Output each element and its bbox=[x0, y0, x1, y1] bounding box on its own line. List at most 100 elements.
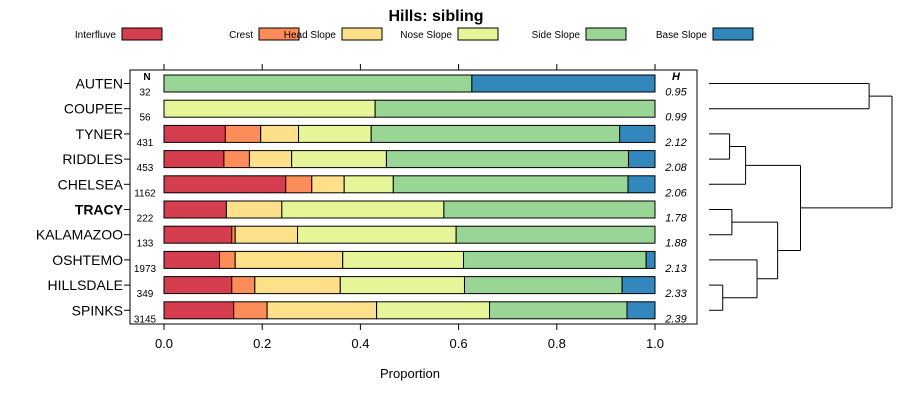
h-value: 2.39 bbox=[664, 313, 686, 325]
bar-segment-nose-slope bbox=[342, 250, 465, 269]
bar-segment-nose-slope bbox=[281, 200, 445, 219]
n-value: 3145 bbox=[134, 314, 157, 325]
n-value: 222 bbox=[137, 214, 154, 225]
bar-segment-nose-slope bbox=[291, 150, 387, 169]
x-tick-label: 0.0 bbox=[155, 336, 173, 351]
bar-segment-base-slope bbox=[627, 175, 656, 194]
dendrogram bbox=[709, 83, 893, 311]
h-value: 2.06 bbox=[664, 187, 687, 199]
bar-segment-head-slope bbox=[248, 150, 293, 169]
legend-swatch bbox=[457, 27, 499, 41]
legend-item-nose-slope: Nose Slope bbox=[400, 27, 499, 41]
bar-segment-crest bbox=[223, 150, 250, 169]
legend-label: Head Slope bbox=[284, 30, 337, 41]
bar-segment-side-slope bbox=[443, 200, 656, 219]
n-value: 1162 bbox=[134, 188, 156, 199]
bar-segment-head-slope bbox=[260, 124, 300, 143]
legend-swatch bbox=[712, 27, 754, 41]
n-value: 453 bbox=[137, 163, 154, 174]
bar-segment-side-slope bbox=[374, 99, 656, 118]
category-label: KALAMAZOO bbox=[36, 227, 123, 243]
bar-segment-interfluve bbox=[163, 200, 227, 219]
legend-item-crest: Crest bbox=[229, 27, 300, 41]
bar-segment-head-slope bbox=[266, 301, 378, 320]
bar-segment-side-slope bbox=[370, 124, 621, 143]
bar-segment-head-slope bbox=[225, 200, 283, 219]
h-value: 2.12 bbox=[664, 137, 686, 149]
bar-segment-nose-slope bbox=[376, 301, 491, 320]
bar-segment-interfluve bbox=[163, 124, 226, 143]
bar-segment-interfluve bbox=[163, 301, 235, 320]
bar-segment-side-slope bbox=[163, 74, 473, 93]
bar-segment-head-slope bbox=[234, 225, 299, 244]
n-value: 133 bbox=[137, 239, 154, 250]
h-value: 2.08 bbox=[664, 162, 687, 174]
category-label: OSHTEMO bbox=[52, 252, 123, 268]
bar-segment-base-slope bbox=[621, 276, 656, 295]
legend: Interfluve Crest Head Slope Nose Slope Side … bbox=[75, 27, 754, 41]
x-tick-label: 0.8 bbox=[548, 336, 566, 351]
legend-label: Side Slope bbox=[532, 30, 581, 41]
category-label: RIDDLES bbox=[62, 151, 123, 167]
bar-segment-crest bbox=[233, 301, 268, 320]
legend-swatch bbox=[121, 27, 163, 41]
bar-segment-interfluve bbox=[163, 250, 220, 269]
bar-segment-crest bbox=[285, 175, 313, 194]
bar-segment-crest bbox=[224, 124, 262, 143]
x-tick-label: 0.6 bbox=[450, 336, 468, 351]
h-value: 2.13 bbox=[664, 263, 687, 275]
h-value: 0.99 bbox=[665, 112, 686, 124]
category-label: AUTEN bbox=[76, 76, 123, 92]
bar-segment-interfluve bbox=[163, 276, 233, 295]
h-value: 0.95 bbox=[665, 87, 687, 99]
bar-segment-base-slope bbox=[627, 150, 656, 169]
bar-segment-head-slope bbox=[234, 250, 344, 269]
bar-segment-interfluve bbox=[163, 225, 233, 244]
h-header: H bbox=[672, 71, 681, 83]
bar-segment-nose-slope bbox=[298, 124, 372, 143]
h-value: 1.78 bbox=[665, 213, 687, 225]
bar-segment-base-slope bbox=[626, 301, 656, 320]
bar-segment-interfluve bbox=[163, 150, 225, 169]
legend-item-side-slope: Side Slope bbox=[532, 27, 627, 41]
legend-swatch bbox=[585, 27, 627, 41]
n-value: 431 bbox=[137, 138, 154, 149]
n-value: 56 bbox=[139, 113, 151, 124]
bar-segment-side-slope bbox=[463, 276, 623, 295]
bar-segment-side-slope bbox=[489, 301, 628, 320]
category-label: SPINKS bbox=[72, 302, 123, 318]
bar-segment-nose-slope bbox=[339, 276, 465, 295]
bar-segment-base-slope bbox=[471, 74, 656, 93]
legend-label: Base Slope bbox=[656, 30, 708, 41]
bar-segment-nose-slope bbox=[343, 175, 394, 194]
bar-segment-crest bbox=[218, 250, 236, 269]
legend-item-interfluve: Interfluve bbox=[75, 27, 163, 41]
bar-segment-side-slope bbox=[392, 175, 629, 194]
legend-label: Crest bbox=[229, 30, 253, 41]
bar-segment-nose-slope bbox=[297, 225, 457, 244]
legend-swatch bbox=[341, 27, 383, 41]
n-value: 32 bbox=[139, 88, 151, 99]
chart-title: Hills: sibling bbox=[388, 8, 483, 25]
category-label: TRACY bbox=[75, 202, 124, 218]
legend-label: Nose Slope bbox=[400, 30, 452, 41]
x-tick-label: 0.2 bbox=[253, 336, 271, 351]
x-tick-label: 0.4 bbox=[351, 336, 369, 351]
bar-segment-side-slope bbox=[463, 250, 647, 269]
bar-segment-base-slope bbox=[619, 124, 656, 143]
bar-segment-head-slope bbox=[254, 276, 341, 295]
legend-item-head-slope: Head Slope bbox=[284, 27, 383, 41]
legend-swatch bbox=[258, 27, 300, 41]
category-label: HILLSDALE bbox=[48, 277, 123, 293]
category-label: COUPEE bbox=[64, 101, 123, 117]
h-value: 2.33 bbox=[664, 288, 687, 300]
plot-area: 0.0 0.2 0.4 0.6 0.8 1.0 N H AUTEN 32 0.95 COUPEE 56 0… bbox=[36, 64, 698, 351]
category-label: TYNER bbox=[76, 126, 123, 142]
bar-segment-head-slope bbox=[311, 175, 345, 194]
n-value: 349 bbox=[137, 289, 154, 300]
legend-item-base-slope: Base Slope bbox=[656, 27, 754, 41]
bar-segment-side-slope bbox=[385, 150, 629, 169]
legend-label: Interfluve bbox=[75, 30, 117, 41]
bar-segment-interfluve bbox=[163, 175, 287, 194]
